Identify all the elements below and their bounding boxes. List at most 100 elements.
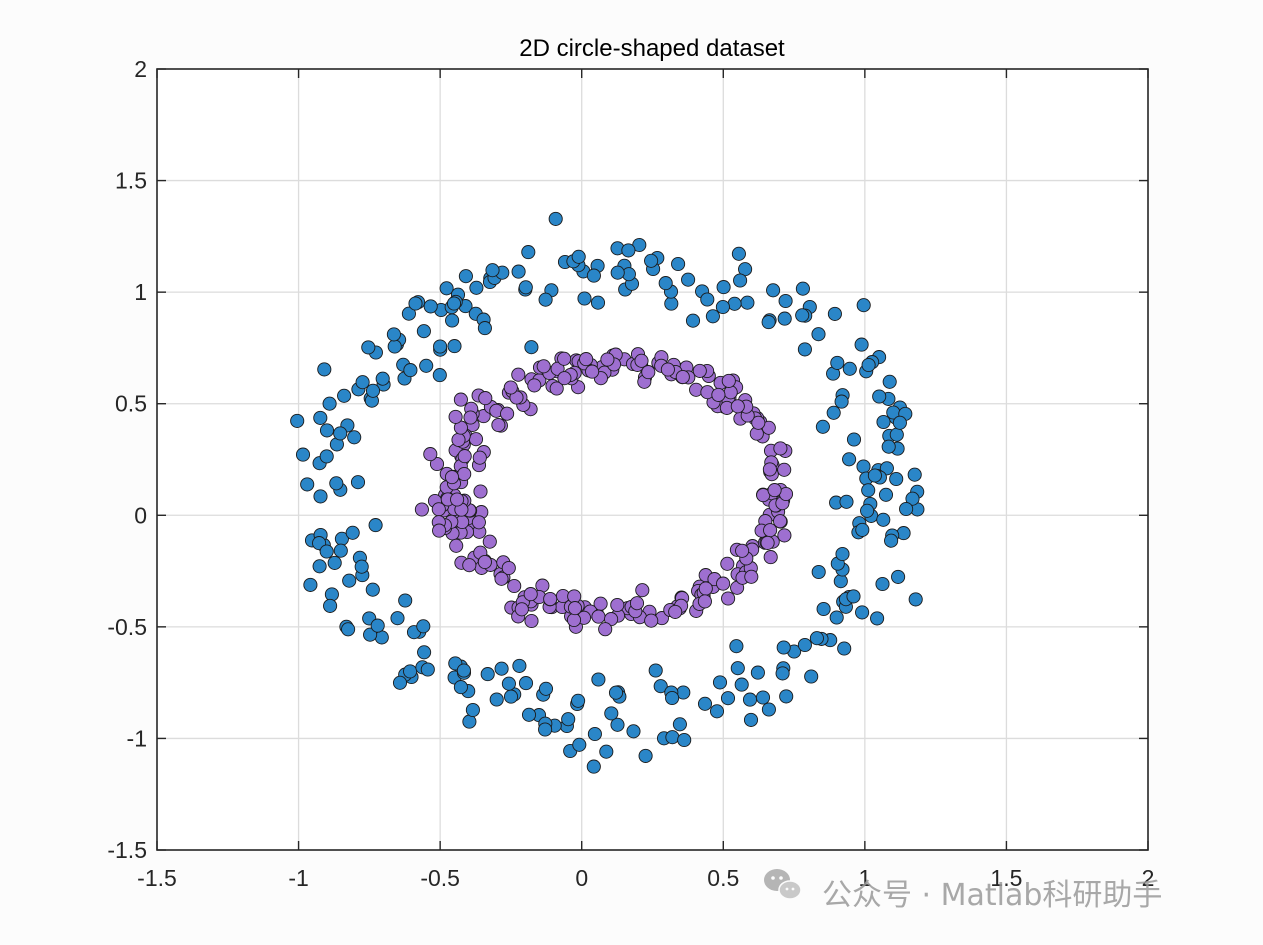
data-point	[368, 518, 383, 533]
data-point	[860, 503, 875, 518]
data-point	[319, 544, 334, 559]
data-point	[354, 559, 369, 574]
data-point	[549, 381, 564, 396]
data-point	[889, 427, 904, 442]
data-point	[387, 339, 402, 354]
data-point	[494, 571, 509, 586]
data-point	[313, 410, 328, 425]
data-point	[319, 449, 334, 464]
data-point	[423, 447, 438, 462]
data-point	[776, 640, 791, 655]
data-point	[773, 514, 788, 529]
data-point	[355, 375, 370, 390]
data-point	[600, 352, 615, 367]
data-point	[365, 582, 380, 597]
data-point	[333, 543, 348, 558]
data-point	[416, 619, 431, 634]
data-point	[665, 690, 680, 706]
data-point	[473, 484, 488, 499]
data-point	[730, 661, 745, 676]
watermark: 公众号 · Matlab科研助手	[764, 869, 1162, 913]
data-point	[846, 589, 861, 604]
data-point	[809, 631, 824, 646]
data-point	[585, 364, 600, 379]
data-point	[861, 483, 876, 498]
axes-box	[156, 68, 1149, 851]
data-point	[870, 611, 885, 626]
data-point	[892, 415, 907, 430]
data-point	[300, 477, 315, 492]
data-point	[524, 613, 539, 629]
data-point	[561, 712, 576, 727]
data-point	[501, 676, 516, 691]
data-point	[566, 612, 582, 628]
data-point	[811, 564, 826, 580]
data-point	[403, 664, 418, 679]
data-point	[327, 555, 342, 570]
data-point	[846, 432, 862, 447]
data-point	[833, 574, 848, 589]
data-point	[797, 342, 812, 357]
data-point	[882, 374, 897, 389]
data-point	[734, 677, 749, 692]
data-point	[795, 281, 810, 296]
data-point	[735, 543, 750, 558]
data-point	[324, 587, 339, 602]
data-point	[450, 492, 465, 507]
data-point	[403, 363, 418, 378]
data-point	[751, 415, 766, 430]
data-point	[856, 298, 871, 313]
data-point	[471, 515, 486, 530]
data-point	[638, 748, 653, 763]
y-tick-label: 1.5	[115, 168, 147, 194]
series-0	[290, 211, 925, 774]
y-tick-label: -1.5	[107, 837, 147, 863]
data-point	[716, 576, 731, 591]
data-point	[591, 672, 606, 687]
data-point	[567, 589, 582, 604]
data-point	[641, 365, 656, 380]
data-point	[398, 593, 413, 608]
data-point	[419, 358, 434, 373]
data-point	[572, 737, 587, 752]
data-point	[446, 296, 462, 311]
data-point	[591, 609, 606, 624]
data-point	[721, 591, 736, 606]
data-point	[448, 409, 463, 424]
chart-title: 2D circle-shaped dataset	[519, 35, 785, 62]
data-point	[681, 272, 696, 287]
data-point	[878, 487, 894, 502]
data-point	[635, 583, 650, 598]
data-point	[716, 280, 731, 295]
data-point	[872, 389, 887, 404]
data-point	[511, 264, 526, 279]
data-point	[830, 355, 845, 370]
data-point	[392, 675, 408, 690]
data-point	[524, 340, 539, 355]
data-point	[671, 256, 686, 272]
data-point	[599, 744, 614, 759]
data-point	[489, 692, 504, 707]
data-point	[482, 534, 497, 549]
data-point	[842, 361, 857, 376]
data-point	[664, 296, 679, 311]
watermark-text: 公众号 · Matlab科研助手	[822, 878, 1162, 913]
data-point	[494, 661, 509, 676]
data-point	[579, 352, 594, 367]
data-point	[761, 315, 776, 330]
data-point	[835, 546, 850, 562]
data-point	[763, 550, 778, 565]
data-point	[386, 327, 401, 342]
data-point	[811, 327, 826, 342]
data-point	[855, 605, 870, 620]
data-point	[337, 388, 352, 403]
data-point	[290, 413, 305, 428]
data-point	[374, 630, 389, 645]
data-point	[423, 299, 438, 314]
data-point	[829, 610, 844, 625]
data-point	[881, 439, 896, 454]
data-point	[715, 299, 730, 315]
data-point	[762, 462, 777, 477]
data-point	[303, 577, 318, 592]
data-point	[521, 245, 536, 260]
